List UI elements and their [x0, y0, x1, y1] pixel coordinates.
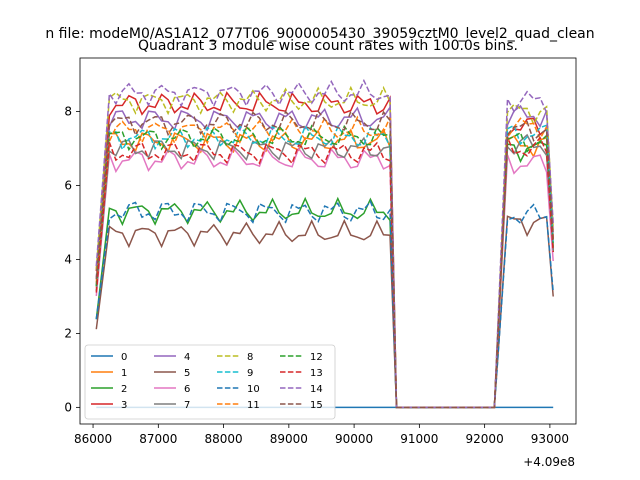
series-line-13: [95, 136, 554, 409]
y-tick-label: 4: [64, 252, 72, 266]
chart-suptitle: n file: modeM0/AS1A12_077T06_9000005430_…: [45, 26, 594, 42]
legend-label-2: 2: [121, 384, 127, 395]
legend-label-0: 0: [121, 352, 127, 363]
legend-label-8: 8: [247, 352, 253, 363]
x-offset-label: +4.09e8: [523, 455, 575, 469]
plot-frame: [79, 57, 577, 425]
legend-label-15: 15: [310, 400, 323, 411]
x-tick-label: 91000: [400, 432, 438, 446]
x-tick-label: 88000: [204, 432, 242, 446]
legend-label-5: 5: [184, 368, 190, 379]
x-tick-label: 93000: [531, 432, 569, 446]
x-tick-label: 87000: [139, 432, 177, 446]
x-tick-label: 86000: [74, 432, 112, 446]
y-tick-label: 8: [64, 105, 72, 119]
chart-title: Quadrant 3 module wise count rates with …: [138, 38, 518, 54]
legend-label-9: 9: [247, 368, 253, 379]
legend-label-11: 11: [247, 400, 260, 411]
legend-label-1: 1: [121, 368, 127, 379]
legend-frame: [84, 344, 336, 420]
series-line-15: [95, 109, 554, 409]
legend-label-7: 7: [184, 400, 190, 411]
y-tick-label: 2: [64, 326, 72, 340]
y-tick-label: 6: [64, 179, 72, 193]
legend-label-4: 4: [184, 352, 190, 363]
x-tick-label: 90000: [335, 432, 373, 446]
y-tick-label: 0: [64, 400, 72, 414]
legend-label-12: 12: [310, 352, 323, 363]
legend-label-3: 3: [121, 400, 127, 411]
legend-label-10: 10: [247, 384, 260, 395]
legend-label-14: 14: [310, 384, 323, 395]
x-axis: 86000 87000 88000 89000 90000 91000 92000 93000: [74, 424, 569, 446]
y-axis: 0 2 4 6 8: [64, 105, 80, 414]
x-tick-label: 92000: [466, 432, 504, 446]
legend-label-6: 6: [184, 384, 190, 395]
legend-label-13: 13: [310, 368, 323, 379]
x-tick-label: 89000: [270, 432, 308, 446]
